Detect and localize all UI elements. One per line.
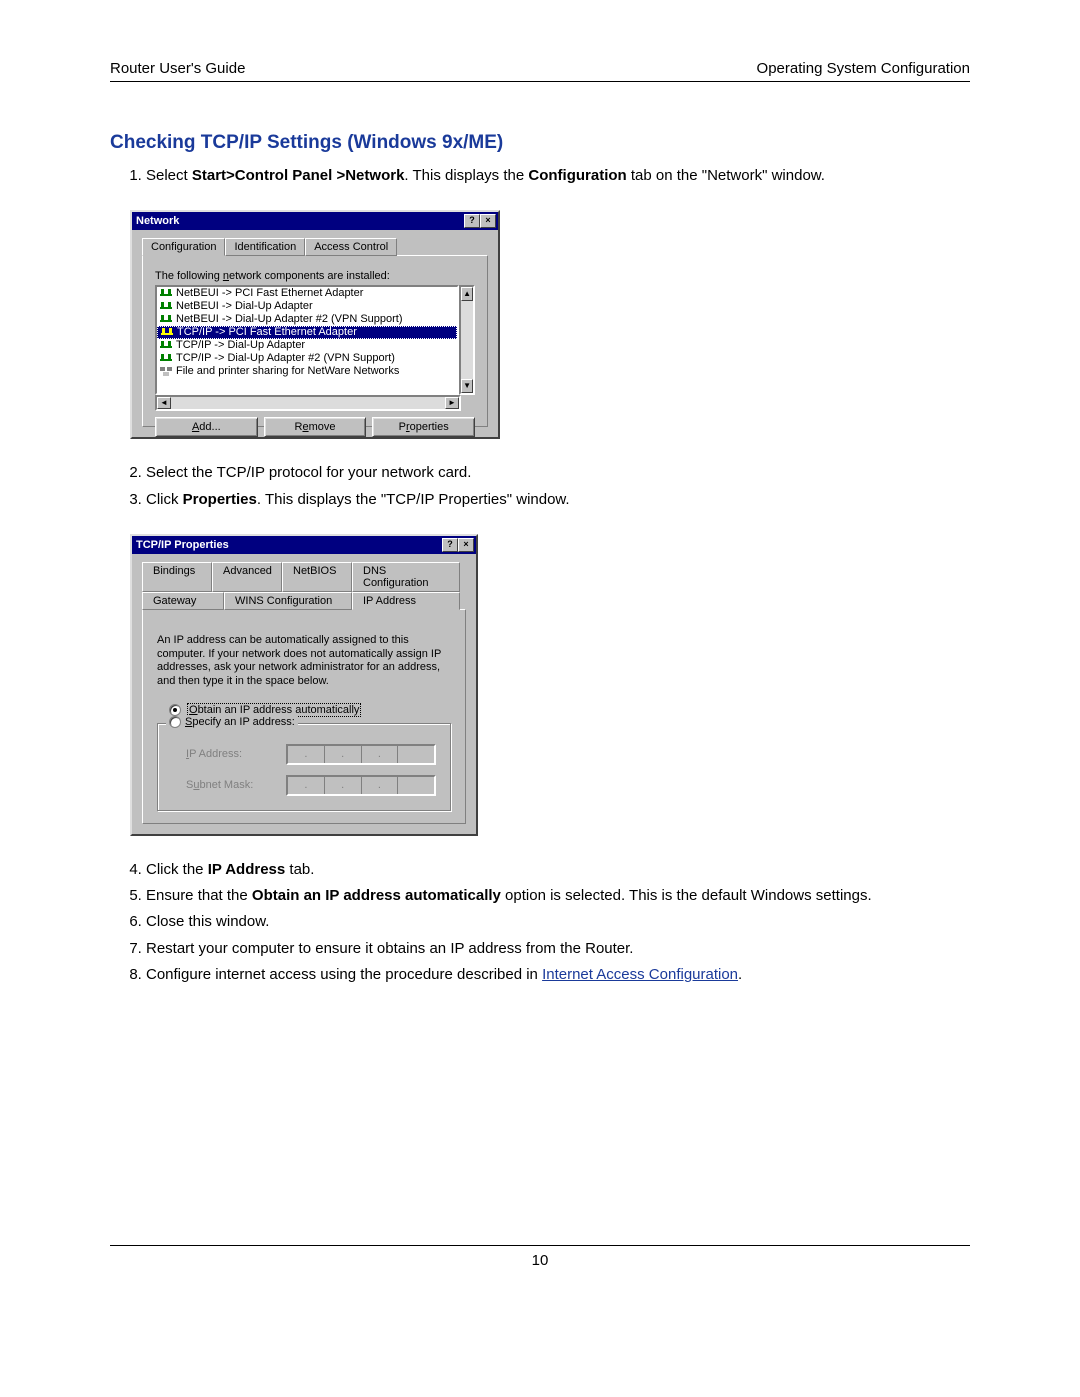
page-number: 10 bbox=[532, 1252, 549, 1269]
protocol-icon bbox=[159, 353, 173, 364]
scroll-right-icon[interactable]: ► bbox=[445, 397, 459, 409]
components-label: The following network components are ins… bbox=[155, 270, 475, 282]
close-button[interactable]: × bbox=[458, 538, 474, 552]
add-button[interactable]: Add... bbox=[155, 417, 258, 437]
section-title: Checking TCP/IP Settings (Windows 9x/ME) bbox=[110, 132, 970, 154]
step-8: Configure internet access using the proc… bbox=[146, 965, 970, 985]
list-item[interactable]: NetBEUI -> Dial-Up Adapter #2 (VPN Suppo… bbox=[157, 313, 457, 326]
list-item[interactable]: NetBEUI -> PCI Fast Ethernet Adapter bbox=[157, 287, 457, 300]
subnet-mask-label: Subnet Mask: bbox=[186, 779, 270, 791]
tab-wins-config[interactable]: WINS Configuration bbox=[224, 592, 352, 610]
radio-icon bbox=[169, 704, 181, 716]
step-2: Select the TCP/IP protocol for your netw… bbox=[146, 463, 970, 483]
ip-address-label: IP Address: bbox=[186, 748, 270, 760]
radio-specify-ip[interactable]: Specify an IP address: bbox=[166, 716, 298, 728]
properties-button[interactable]: Properties bbox=[372, 417, 475, 437]
step-5: Ensure that the Obtain an IP address aut… bbox=[146, 886, 970, 906]
network-dialog: Network ? × Configuration Identification… bbox=[130, 210, 500, 439]
page-footer: 10 bbox=[110, 1245, 970, 1269]
listbox-scrollbar-v[interactable]: ▲ ▼ bbox=[459, 285, 475, 395]
tab-advanced[interactable]: Advanced bbox=[212, 562, 282, 592]
header-left: Router User's Guide bbox=[110, 60, 245, 77]
step-4: Click the IP Address tab. bbox=[146, 860, 970, 880]
protocol-icon bbox=[159, 340, 173, 351]
tab-identification[interactable]: Identification bbox=[225, 238, 305, 256]
step-7: Restart your computer to ensure it obtai… bbox=[146, 939, 970, 959]
network-title: Network bbox=[136, 215, 179, 227]
components-listbox[interactable]: NetBEUI -> PCI Fast Ethernet Adapter Net… bbox=[155, 285, 459, 395]
scroll-up-icon[interactable]: ▲ bbox=[461, 287, 473, 301]
step-6: Close this window. bbox=[146, 912, 970, 932]
radio-obtain-auto[interactable]: Obtain an IP address automatically bbox=[169, 703, 453, 717]
header-right: Operating System Configuration bbox=[757, 60, 970, 77]
list-item[interactable]: File and printer sharing for NetWare Net… bbox=[157, 365, 457, 378]
tab-access-control[interactable]: Access Control bbox=[305, 238, 397, 256]
help-button[interactable]: ? bbox=[464, 214, 480, 228]
list-item-selected[interactable]: TCP/IP -> PCI Fast Ethernet Adapter bbox=[157, 326, 457, 339]
tab-netbios[interactable]: NetBIOS bbox=[282, 562, 352, 592]
list-item[interactable]: NetBEUI -> Dial-Up Adapter bbox=[157, 300, 457, 313]
list-item[interactable]: TCP/IP -> Dial-Up Adapter #2 (VPN Suppor… bbox=[157, 352, 457, 365]
page-header: Router User's Guide Operating System Con… bbox=[110, 60, 970, 82]
close-button[interactable]: × bbox=[480, 214, 496, 228]
step-1: Select Start>Control Panel >Network. Thi… bbox=[146, 166, 970, 186]
specify-ip-groupbox: Specify an IP address: IP Address: ... S… bbox=[157, 723, 451, 811]
protocol-icon bbox=[160, 327, 174, 338]
tcpip-title: TCP/IP Properties bbox=[136, 539, 229, 551]
tab-configuration[interactable]: Configuration bbox=[142, 238, 225, 256]
listbox-scrollbar-h[interactable]: ◄ ► bbox=[155, 395, 461, 411]
list-item[interactable]: TCP/IP -> Dial-Up Adapter bbox=[157, 339, 457, 352]
tcpip-info-text: An IP address can be automatically assig… bbox=[157, 634, 451, 689]
help-button[interactable]: ? bbox=[442, 538, 458, 552]
radio-icon bbox=[169, 716, 181, 728]
protocol-icon bbox=[159, 314, 173, 325]
scroll-left-icon[interactable]: ◄ bbox=[157, 397, 171, 409]
internet-access-link[interactable]: Internet Access Configuration bbox=[542, 966, 738, 983]
ip-address-field[interactable]: ... bbox=[286, 744, 436, 765]
subnet-mask-field[interactable]: ... bbox=[286, 775, 436, 796]
tab-bindings[interactable]: Bindings bbox=[142, 562, 212, 592]
tab-dns-config[interactable]: DNS Configuration bbox=[352, 562, 460, 592]
tab-gateway[interactable]: Gateway bbox=[142, 592, 224, 610]
tcpip-dialog: TCP/IP Properties ? × Bindings Advanced … bbox=[130, 534, 478, 836]
protocol-icon bbox=[159, 301, 173, 312]
tab-ip-address[interactable]: IP Address bbox=[352, 592, 460, 610]
protocol-icon bbox=[159, 288, 173, 299]
network-titlebar: Network ? × bbox=[132, 212, 498, 230]
step-3: Click Properties. This displays the "TCP… bbox=[146, 490, 970, 510]
scroll-down-icon[interactable]: ▼ bbox=[461, 379, 473, 393]
remove-button[interactable]: Remove bbox=[264, 417, 367, 437]
service-icon bbox=[159, 366, 173, 377]
tcpip-titlebar: TCP/IP Properties ? × bbox=[132, 536, 476, 554]
